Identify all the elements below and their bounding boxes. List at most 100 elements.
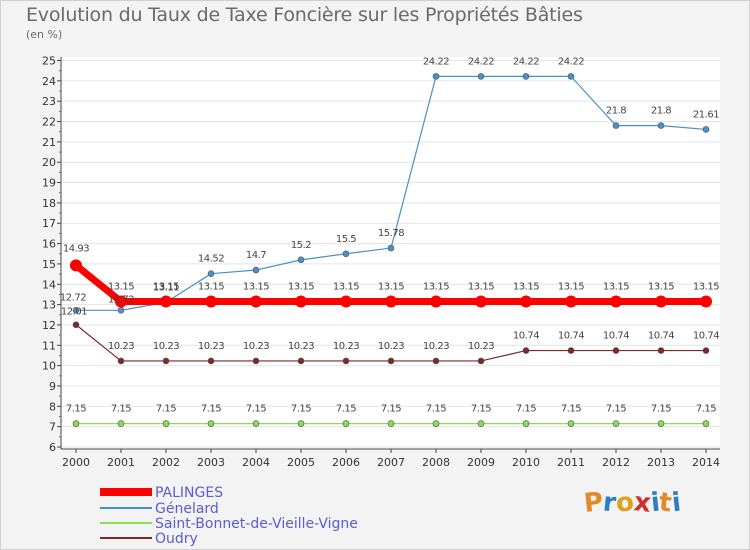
data-point [207, 420, 215, 427]
y-tick-label: 22 [42, 116, 56, 129]
data-label: 12.72 [60, 292, 86, 303]
y-tick-label: 14 [42, 278, 56, 291]
unit-label: (en %) [26, 28, 63, 41]
data-point [252, 420, 260, 427]
data-label: 21.8 [651, 106, 671, 117]
data-point [655, 295, 667, 308]
data-point [702, 420, 710, 427]
data-point [340, 295, 352, 308]
data-point [115, 295, 127, 308]
x-tick-label: 2008 [422, 456, 450, 469]
chart-title: Evolution du Taux de Taxe Foncière sur l… [26, 4, 583, 26]
data-point [475, 295, 487, 308]
y-tick-label: 10 [42, 360, 56, 373]
x-tick-label: 2001 [107, 456, 135, 469]
data-point [432, 73, 440, 80]
data-label: 21.8 [606, 106, 626, 117]
data-point [430, 295, 442, 308]
data-label: 12.72 [108, 294, 134, 305]
data-label: 7.15 [561, 404, 581, 415]
data-label: 7.15 [381, 404, 401, 415]
data-point [657, 420, 665, 427]
data-label: 13.15 [153, 282, 179, 293]
y-tick-label: 11 [42, 339, 56, 352]
data-point [522, 420, 530, 427]
x-tick-label: 2013 [647, 456, 675, 469]
data-label: 7.15 [696, 404, 716, 415]
data-point [70, 259, 82, 272]
x-tick-label: 2011 [557, 456, 585, 469]
data-point [700, 295, 712, 308]
data-point [342, 420, 350, 427]
data-point [520, 295, 532, 308]
data-point [295, 295, 307, 308]
y-tick-label: 7 [49, 421, 56, 434]
data-point [702, 347, 710, 354]
data-label: 24.22 [558, 56, 584, 67]
y-tick-label: 9 [49, 380, 56, 393]
data-label: 24.22 [513, 56, 539, 67]
data-label: 10.23 [153, 341, 179, 352]
y-tick-label: 21 [42, 136, 56, 149]
data-label: 10.74 [648, 331, 674, 342]
y-tick-label: 18 [42, 197, 56, 210]
x-tick-label: 2002 [152, 456, 180, 469]
y-tick-label: 16 [42, 238, 56, 251]
data-label: 13.11 [153, 282, 179, 293]
x-tick-label: 2007 [377, 456, 405, 469]
data-point [252, 357, 260, 365]
y-tick-label: 6 [49, 441, 56, 454]
data-label: 13.15 [108, 282, 134, 293]
data-label: 13.15 [693, 282, 719, 293]
data-label: 7.15 [156, 404, 176, 415]
data-point [297, 357, 305, 365]
data-label: 7.15 [291, 404, 311, 415]
data-label: 7.15 [111, 404, 131, 415]
y-tick-label: 15 [42, 258, 56, 271]
data-point [250, 295, 262, 308]
data-label: 10.23 [243, 341, 269, 352]
data-point [387, 357, 395, 365]
data-label: 7.15 [651, 404, 671, 415]
data-label: 7.15 [66, 404, 86, 415]
data-label: 7.15 [606, 404, 626, 415]
data-label: 10.23 [198, 341, 224, 352]
legend-label: PALINGES [155, 485, 223, 501]
y-tick-label: 20 [42, 156, 56, 169]
data-point [477, 357, 485, 365]
data-point [207, 270, 215, 277]
x-tick-label: 2003 [197, 456, 225, 469]
data-label: 13.15 [243, 282, 269, 293]
data-point [522, 73, 530, 80]
legend-label: Oudry [155, 531, 198, 547]
data-point [657, 122, 665, 129]
data-label: 14.52 [198, 254, 224, 265]
data-label: 7.15 [426, 404, 446, 415]
data-point [72, 307, 80, 314]
data-label: 13.15 [333, 282, 359, 293]
data-label: 13.15 [198, 282, 224, 293]
data-point [477, 73, 485, 80]
series-lines [70, 73, 712, 427]
x-tick-label: 2012 [602, 456, 630, 469]
y-tick-label: 23 [42, 95, 56, 108]
legend-label: Saint-Bonnet-de-Vieille-Vigne [155, 516, 358, 532]
data-point [432, 420, 440, 427]
data-label: 14.93 [63, 243, 89, 254]
x-tick-label: 2014 [692, 456, 720, 469]
y-tick-label: 17 [42, 217, 56, 230]
data-label: 14.7 [246, 250, 266, 261]
x-tick-label: 2010 [512, 456, 540, 469]
data-point [205, 295, 217, 308]
data-point [612, 122, 620, 129]
data-label: 24.22 [423, 56, 449, 67]
data-label: 10.74 [603, 331, 629, 342]
data-label: 7.15 [471, 404, 491, 415]
data-point [702, 126, 710, 133]
data-label: 10.74 [693, 331, 719, 342]
data-label: 13.15 [288, 282, 314, 293]
data-point [72, 321, 80, 329]
data-label: 10.23 [288, 341, 314, 352]
y-tick-label: 25 [42, 55, 56, 68]
x-tick-label: 2005 [287, 456, 315, 469]
